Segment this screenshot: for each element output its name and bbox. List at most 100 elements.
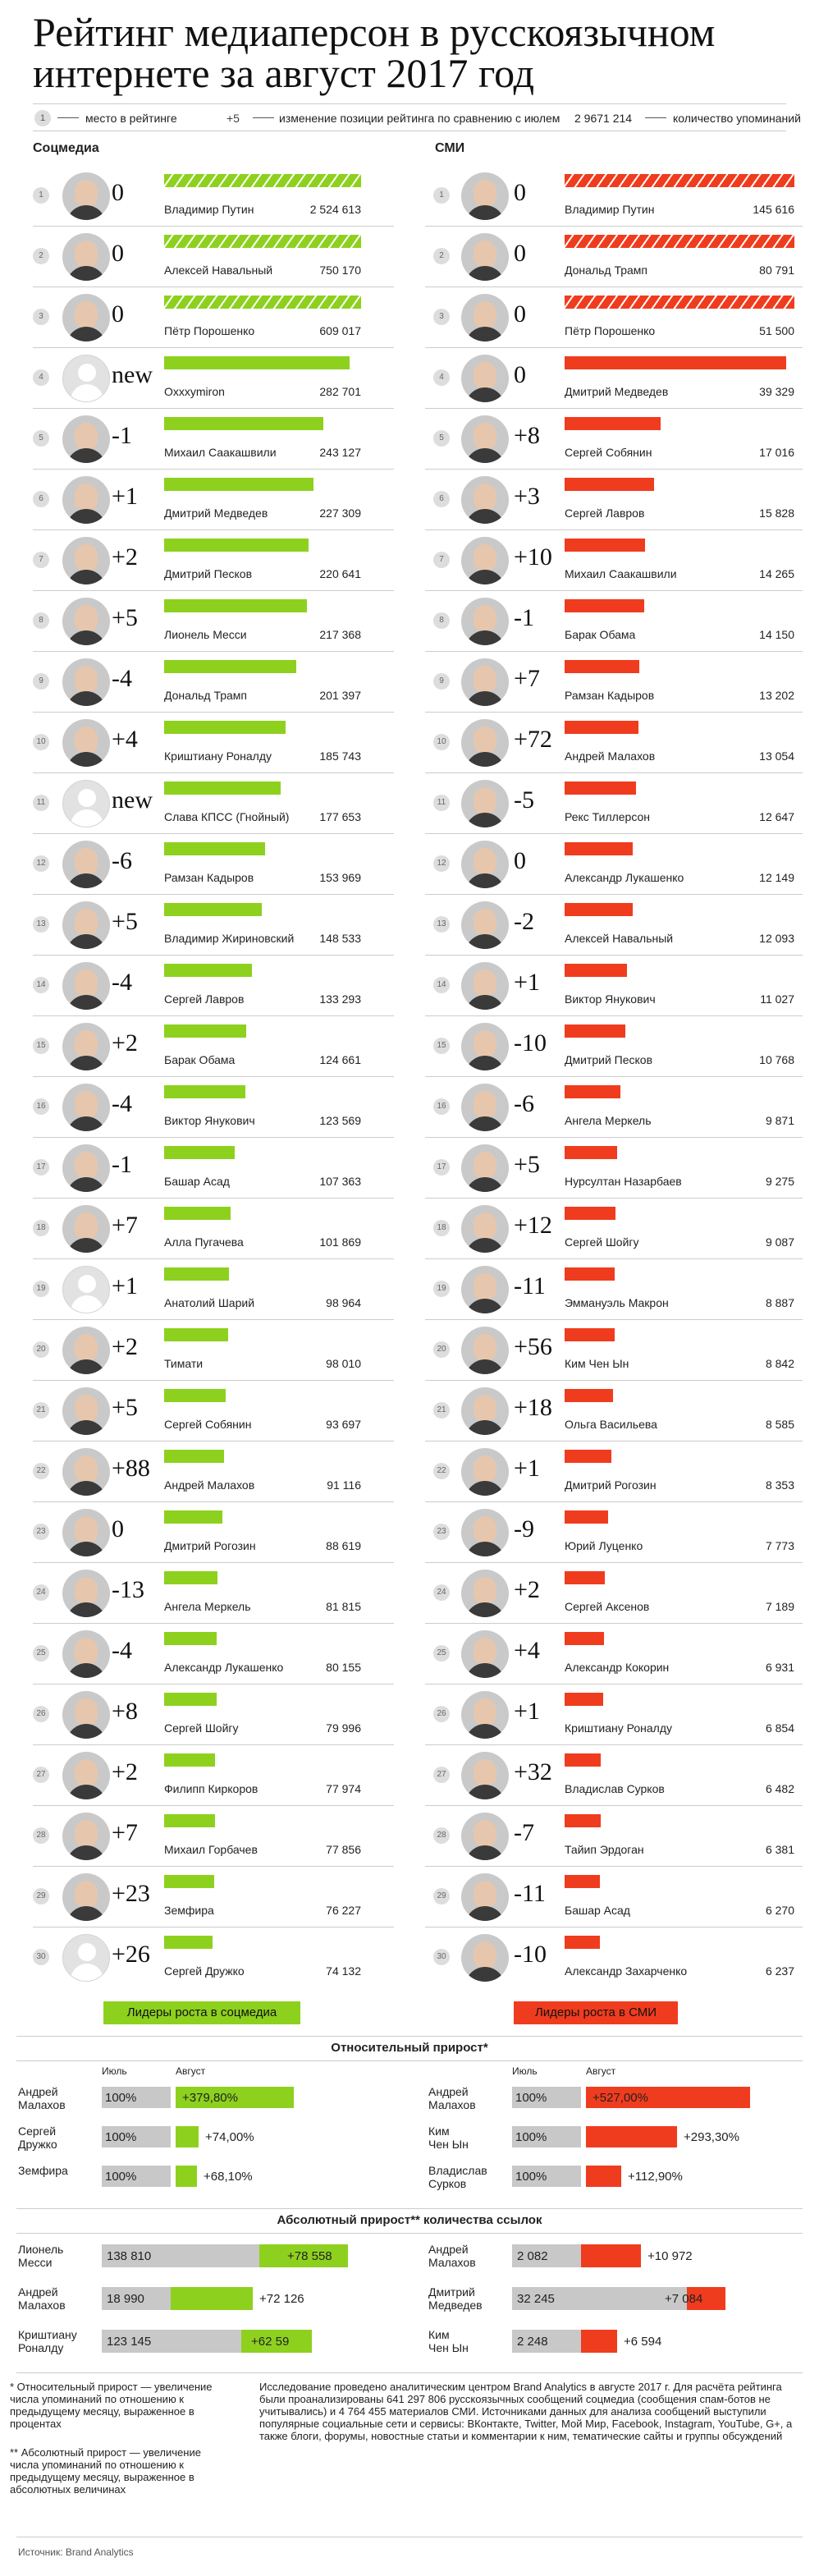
ranking-row: 23 0 Дмитрий Рогозин 88 619: [0, 1502, 410, 1563]
row-divider: [425, 1623, 803, 1624]
person-photo: [62, 719, 110, 767]
person-photo: [62, 1630, 110, 1678]
base-bar: 100%: [102, 2087, 171, 2108]
rank-number: 28: [433, 1827, 450, 1844]
person-name: Рекс Тиллерсон: [565, 810, 651, 823]
rank-number: 19: [33, 1281, 49, 1297]
row-divider: [33, 1441, 394, 1442]
leaders-media-label: Лидеры роста в СМИ: [514, 2001, 678, 2024]
growth-bar: [241, 2330, 312, 2353]
legend-line: [57, 117, 79, 118]
growth-bar: [176, 2166, 197, 2187]
person-name: Рамзан Кадыров: [164, 871, 254, 884]
growth-value: +379,80%: [182, 2091, 238, 2105]
value-bar: [164, 1267, 229, 1281]
person-name: Башар Асад: [164, 1175, 230, 1188]
mentions-count: 7 189: [765, 1600, 794, 1613]
rank-change: -10: [514, 1029, 547, 1057]
person-photo: [62, 355, 110, 402]
rank-number: 6: [33, 491, 49, 507]
row-divider: [33, 894, 394, 895]
growth-value: +74,00%: [205, 2130, 254, 2144]
rank-change: +1: [112, 1272, 138, 1299]
rank-change: -4: [112, 1090, 132, 1117]
person-name: Дмитрий Рогозин: [164, 1539, 256, 1552]
mentions-count: 77 974: [326, 1782, 361, 1795]
ranking-row: 25 +4 Александр Кокорин 6 931: [409, 1624, 819, 1684]
mentions-count: 8 585: [765, 1418, 794, 1431]
person-name: Барак Обама: [164, 1053, 236, 1066]
rank-change: +1: [514, 1455, 540, 1482]
person-name: Владислав Сурков: [428, 2164, 487, 2190]
person-name: Виктор Янукович: [164, 1114, 255, 1127]
value-bar: [565, 356, 786, 369]
person-name: Юрий Луценко: [565, 1539, 643, 1552]
absolute-growth-title: Абсолютный прирост** количества ссылок: [277, 2213, 542, 2227]
person-photo: [461, 1934, 509, 1982]
person-photo: [461, 415, 509, 463]
person-photo: [62, 233, 110, 281]
person-photo: [62, 1266, 110, 1313]
value-bar: [565, 1693, 603, 1706]
person-name: Дмитрий Медведев: [565, 385, 669, 398]
base-bar: 32 245: [512, 2287, 687, 2310]
rank-change: -4: [112, 1637, 132, 1664]
legend-change-text: изменение позиции рейтинга по сравнению …: [279, 112, 560, 125]
ranking-row: 9 -4 Дональд Трамп 201 397: [0, 652, 410, 713]
rank-change: -1: [112, 1151, 132, 1178]
person-name: Ким Чен Ын: [428, 2328, 469, 2354]
person-name: Дмитрий Рогозин: [565, 1478, 657, 1492]
mentions-count: 80 155: [326, 1661, 361, 1674]
person-name: Михаил Горбачев: [164, 1843, 258, 1856]
rank-change: new: [112, 361, 153, 388]
ranking-row: 12 0 Александр Лукашенко 12 149: [409, 834, 819, 895]
rank-change: +23: [112, 1880, 150, 1907]
rank-number: 1: [33, 187, 49, 204]
rank-change: 0: [112, 300, 124, 328]
value-bar: [565, 1389, 613, 1402]
person-name: Дмитрий Медведев: [164, 506, 268, 520]
person-name: Андрей Малахов: [18, 2085, 66, 2111]
mentions-count: 8 353: [765, 1478, 794, 1492]
person-name: Михаил Саакашвили: [164, 446, 277, 459]
person-name: Сергей Лавров: [565, 506, 645, 520]
ranking-row: 9 +7 Рамзан Кадыров 13 202: [409, 652, 819, 713]
ranking-row: 2 0 Алексей Навальный 750 170: [0, 227, 410, 287]
person-name: Пётр Порошенко: [164, 324, 255, 337]
mentions-count: 133 293: [319, 992, 361, 1006]
ranking-row: 18 +7 Алла Пугачева 101 869: [0, 1199, 410, 1259]
rank-change: +3: [514, 483, 540, 510]
rank-number: 17: [33, 1159, 49, 1176]
person-name: Анатолий Шарий: [164, 1296, 255, 1309]
value-bar: [565, 174, 794, 187]
rank-number: 29: [33, 1888, 49, 1904]
rank-change: +26: [112, 1941, 150, 1968]
mentions-count: 12 647: [759, 810, 794, 823]
row-divider: [425, 590, 803, 591]
rank-change: +10: [514, 543, 552, 571]
person-photo: [461, 476, 509, 524]
mentions-count: 124 661: [319, 1053, 361, 1066]
row-divider: [33, 1198, 394, 1199]
growth-value: +78 558: [287, 2249, 332, 2263]
row-divider: [33, 226, 394, 227]
rank-change: +72: [514, 726, 552, 753]
rank-number: 28: [33, 1827, 49, 1844]
legend-count-text: количество упоминаний: [673, 112, 801, 125]
rank-number: 30: [433, 1949, 450, 1965]
mentions-count: 107 363: [319, 1175, 361, 1188]
ranking-row: 27 +2 Филипп Киркоров 77 974: [0, 1745, 410, 1806]
person-photo: [62, 294, 110, 341]
ranking-row: 13 +5 Владимир Жириновский 148 533: [0, 895, 410, 956]
rank-change: -4: [112, 969, 132, 996]
value-bar: [164, 1814, 215, 1827]
growth-bar: [581, 2330, 617, 2353]
ranking-row: 12 -6 Рамзан Кадыров 153 969: [0, 834, 410, 895]
mentions-count: 74 132: [326, 1964, 361, 1978]
person-photo: [62, 1752, 110, 1799]
rank-number: 21: [433, 1402, 450, 1419]
person-photo: [461, 658, 509, 706]
value-bar: [164, 1936, 213, 1949]
value-bar: [164, 903, 262, 916]
ranking-row: 22 +88 Андрей Малахов 91 116: [0, 1442, 410, 1502]
